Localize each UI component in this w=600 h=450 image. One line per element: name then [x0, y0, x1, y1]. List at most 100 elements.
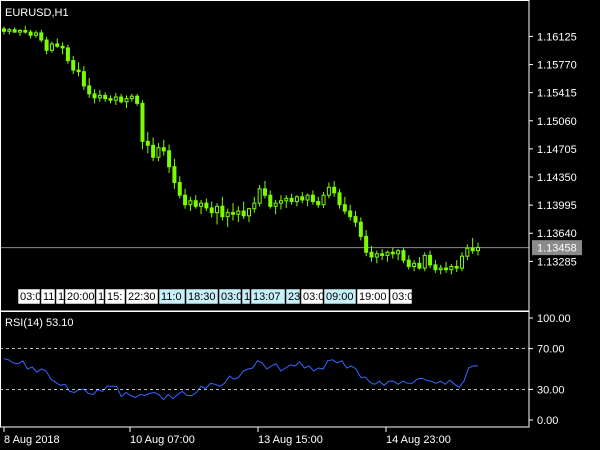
candle-body: [385, 251, 390, 256]
candle-body: [316, 201, 321, 206]
session-label: 18:30: [188, 291, 216, 303]
session-label: 1: [58, 291, 64, 303]
candle-body: [60, 45, 65, 49]
session-label: 22:30: [128, 291, 156, 303]
session-label: 15:: [107, 291, 122, 303]
candle-body: [135, 95, 140, 104]
session-label-box: [356, 288, 390, 305]
candles-group: [2, 25, 480, 275]
price-panel[interactable]: 03:0 11 1 20:00 1 15: 22:30 11:0 18:30 03:0 1 13:07…: [0, 0, 529, 311]
candle-body: [151, 144, 156, 158]
candle-body: [412, 262, 417, 267]
candle-body: [348, 210, 353, 218]
candle-body: [273, 202, 278, 207]
session-label-box: [241, 288, 251, 305]
price-tick-label: 1.15060: [537, 116, 577, 128]
current-price-tag-box: [532, 240, 582, 256]
rsi-panel[interactable]: RSI(14) 53.10: [0, 317, 529, 401]
candle-body: [326, 186, 331, 196]
price-axis: 1.16125 1.15770 1.15415 1.15060 1.14705 1.143…: [529, 31, 577, 268]
candle-body: [71, 60, 76, 71]
rsi-tick-label: 30.00: [537, 384, 565, 396]
candle-body: [140, 102, 145, 142]
symbol-label: EURUSD,H1: [5, 7, 69, 19]
candle-body: [92, 93, 97, 99]
price-tick-label: 1.14705: [537, 144, 577, 156]
candle-body: [44, 39, 49, 51]
candle-body: [161, 147, 166, 152]
candle-body: [236, 210, 241, 215]
candle-body: [183, 194, 188, 206]
candle-body: [188, 200, 193, 206]
candle-body: [454, 265, 459, 269]
candle-body: [12, 29, 17, 33]
candle-body: [364, 235, 369, 253]
candle-body: [172, 166, 177, 184]
candle-body: [369, 251, 374, 258]
price-tick-label: 1.13285: [537, 256, 577, 268]
current-price-label: 1.13458: [537, 243, 577, 255]
session-label-box: [40, 288, 56, 305]
price-tick-label: 1.15415: [537, 88, 577, 100]
candle-body: [406, 259, 411, 267]
candle-body: [465, 247, 470, 257]
candle-body: [262, 188, 267, 196]
session-label: 03:0: [221, 291, 242, 303]
session-label-box: [95, 288, 105, 305]
session-label-box: [104, 288, 126, 305]
session-label-box: [55, 288, 65, 305]
candle-body: [87, 85, 92, 95]
candle-body: [33, 32, 38, 36]
candle-body: [124, 98, 129, 103]
candle-body: [438, 267, 443, 271]
candle-body: [390, 251, 395, 255]
candle-body: [374, 253, 379, 258]
session-label: 03:0: [392, 291, 413, 303]
candle-body: [55, 43, 60, 47]
session-label: 09:00: [326, 291, 354, 303]
session-label: 11: [43, 291, 54, 303]
price-panel-background: [0, 0, 529, 311]
candle-body: [337, 192, 342, 206]
candle-body: [305, 194, 310, 201]
candle-body: [476, 246, 480, 252]
session-label-box: [125, 288, 159, 305]
price-tick-label: 1.14350: [537, 172, 577, 184]
time-axis: 8 Aug 2018 10 Aug 07:00 13 Aug 15:00 14 Aug…: [3, 427, 451, 446]
rsi-line: [3, 358, 478, 401]
session-label: 03:0: [303, 291, 324, 303]
price-tick-label: 1.13640: [537, 228, 577, 240]
candle-body: [449, 265, 454, 271]
candle-body: [321, 194, 326, 206]
candle-body: [199, 202, 204, 207]
candle-body: [2, 28, 6, 32]
candle-body: [433, 264, 438, 271]
session-label-box: [250, 288, 286, 305]
rsi-panel-border: [0, 311, 530, 428]
candle-body: [17, 30, 22, 33]
candle-body: [417, 262, 422, 269]
session-label-box: [158, 288, 186, 305]
candle-body: [246, 208, 251, 217]
candle-body: [294, 196, 299, 203]
candle-body: [177, 182, 182, 196]
session-label: 13:07: [253, 291, 281, 303]
candle-body: [460, 255, 465, 269]
candle-body: [470, 247, 475, 252]
session-label: 23: [288, 291, 300, 303]
candle-body: [284, 197, 289, 202]
rsi-tick-label: 100.00: [537, 313, 571, 325]
candle-body: [204, 202, 209, 209]
candle-body: [332, 186, 337, 194]
candle-body: [257, 188, 262, 204]
candle-body: [76, 69, 81, 73]
rsi-axis: 100.00 70.00 30.00 0.00: [529, 313, 571, 427]
candle-body: [23, 30, 28, 33]
candle-body: [444, 267, 449, 271]
candle-body: [193, 200, 198, 207]
session-label-box: [64, 288, 96, 305]
rsi-tick-label: 70.00: [537, 344, 565, 356]
candle-body: [156, 147, 161, 158]
candle-body: [289, 197, 294, 203]
session-label-box: [285, 288, 301, 305]
